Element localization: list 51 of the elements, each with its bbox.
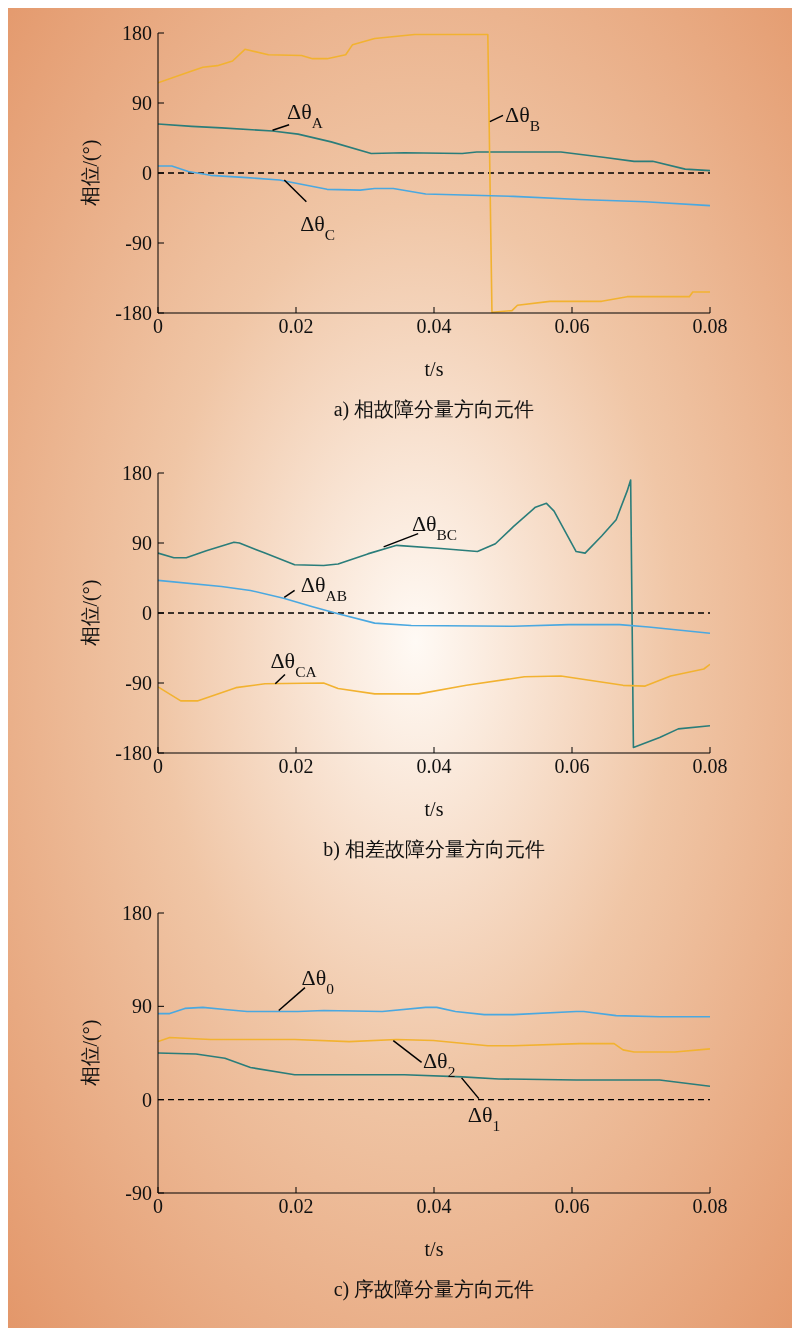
series-label: Δθ$_{1}$ [467, 1102, 501, 1134]
series-label: Δθ$_{BC}$ [411, 510, 458, 543]
y-tick-label: 0 [142, 1088, 152, 1111]
x-axis-title: t/s [423, 798, 445, 821]
y-axis-title: 相位/(°) [79, 139, 103, 207]
y-axis-title: 相位/(°) [79, 579, 103, 647]
y-tick-label: 180 [122, 22, 152, 45]
y-tick-label: 90 [132, 92, 152, 115]
y-tick-label: 180 [122, 462, 152, 485]
series-label: Δθ$_{C}$ [300, 211, 336, 243]
x-tick-label: 0.06 [554, 755, 590, 778]
text: c) 序故障分量方向元件 [332, 1277, 536, 1303]
text: a) 相故障分量方向元件 [332, 397, 536, 423]
x-tick-label: 0.02 [278, 1195, 314, 1218]
line-series [158, 165, 710, 207]
x-tick-label: 0.04 [416, 755, 452, 778]
x-tick-label: 0.08 [692, 315, 728, 338]
y-tick-label: -180 [115, 742, 152, 765]
line-series [158, 1036, 710, 1053]
line-series [158, 1052, 710, 1087]
x-axis-title: t/s [423, 358, 445, 381]
x-axis-title: t/s [423, 1238, 445, 1261]
series-label: Δθ$_{AB}$ [300, 572, 347, 604]
x-tick-label: 0.06 [554, 315, 590, 338]
x-tick-label: 0.04 [416, 315, 452, 338]
text: b) 相差故障分量方向元件 [322, 837, 546, 863]
y-axis-title: 相位/(°) [79, 1019, 103, 1087]
y-tick-label: 0 [142, 162, 152, 185]
series-label: Δθ$_{A}$ [287, 98, 323, 131]
x-tick-label: 0.06 [554, 1195, 590, 1218]
y-tick-label: -90 [125, 1182, 152, 1205]
x-tick-label: 0.08 [692, 755, 728, 778]
line-series [158, 1006, 710, 1018]
y-tick-label: -90 [125, 672, 152, 695]
line-series [158, 579, 710, 635]
series-label: Δθ$_{0}$ [301, 964, 335, 997]
series-label: Δθ$_{CA}$ [270, 648, 317, 680]
y-tick-label: 90 [132, 532, 152, 555]
y-tick-label: 0 [142, 602, 152, 625]
series-label: Δθ$_{2}$ [422, 1047, 456, 1080]
x-tick-label: 0.04 [416, 1195, 452, 1218]
x-tick-label: 0.02 [278, 755, 314, 778]
y-tick-label: 180 [122, 902, 152, 925]
line-series [158, 479, 710, 749]
y-tick-label: -90 [125, 232, 152, 255]
x-tick-label: 0.08 [692, 1195, 728, 1218]
y-tick-label: 90 [132, 995, 152, 1018]
series-label: Δθ$_{B}$ [505, 101, 541, 134]
x-tick-label: 0.02 [278, 315, 314, 338]
y-tick-label: -180 [115, 302, 152, 325]
line-series [158, 33, 710, 313]
